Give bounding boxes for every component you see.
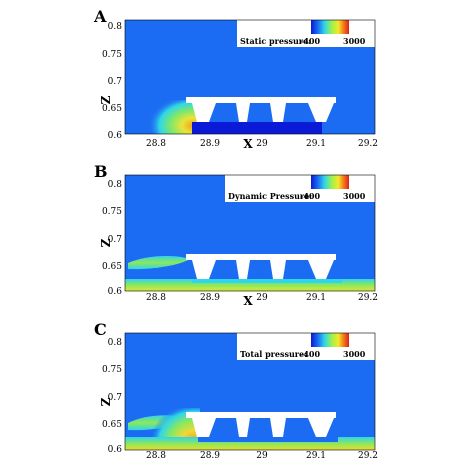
x-tick-label: 29 <box>256 451 268 460</box>
x-axis-label: X <box>243 137 253 151</box>
z-tick-label: 0.8 <box>108 338 123 348</box>
x-tick-label: 28.8 <box>146 139 166 149</box>
train-model <box>186 97 336 122</box>
legend-box <box>225 175 375 202</box>
colorbar <box>311 175 349 189</box>
z-tick-label: 0.75 <box>102 365 122 375</box>
legend-min-label: -400 <box>300 349 320 359</box>
x-tick-label: 29 <box>256 293 268 303</box>
colorbar <box>311 333 349 347</box>
panel-a: A Static pressure: -400 3000 0.8 0.75 0.… <box>93 7 378 151</box>
legend-max-label: 3000 <box>343 191 366 201</box>
z-tick-label: 0.65 <box>102 104 122 114</box>
x-tick-label: 28.9 <box>200 451 220 460</box>
underbody-low-pressure <box>192 122 322 134</box>
legend-title: Total pressure: <box>240 349 307 359</box>
z-axis-label: Z <box>99 95 113 104</box>
z-tick-label: 0.7 <box>108 393 123 403</box>
legend-title: Dynamic Pressure: <box>228 191 312 201</box>
x-tick-label: 29.2 <box>358 139 378 149</box>
legend-max-label: 3000 <box>343 36 366 46</box>
x-tick-label: 28.9 <box>200 293 220 303</box>
plot-frame <box>124 174 376 292</box>
x-tick-label: 29.1 <box>306 139 326 149</box>
panel-c: C Total pressure: -400 3000 0.8 0.75 0.7… <box>94 320 378 460</box>
train-model <box>186 254 336 279</box>
underbody-flow-upper <box>198 437 338 442</box>
jet-lobe <box>128 255 190 270</box>
x-tick-label: 29.1 <box>306 293 326 303</box>
x-tick-label: 28.9 <box>200 139 220 149</box>
x-tick-label: 28.8 <box>146 451 166 460</box>
x-tick-label: 29.1 <box>306 451 326 460</box>
legend-box <box>237 20 375 47</box>
plot-frame <box>124 19 376 135</box>
x-tick-label: 29.2 <box>358 451 378 460</box>
panel-letter: A <box>93 7 107 26</box>
legend-min-label: -400 <box>300 191 320 201</box>
z-axis-label: Z <box>99 238 113 247</box>
z-tick-label: 0.75 <box>102 50 122 60</box>
colorbar <box>311 20 349 34</box>
x-tick-label: 29 <box>256 139 268 149</box>
z-tick-label: 0.7 <box>108 77 123 87</box>
legend-max-label: 3000 <box>343 349 366 359</box>
z-tick-label: 0.65 <box>102 262 122 272</box>
stagnation-region <box>148 100 198 134</box>
panel-b: B Dynamic Pressure: -400 3000 0.8 0.75 0… <box>94 162 378 308</box>
z-tick-label: 0.65 <box>102 420 122 430</box>
z-tick-label: 0.75 <box>102 207 122 217</box>
z-tick-label: 0.7 <box>108 235 123 245</box>
legend-box <box>237 333 375 360</box>
legend-title: Static pressure: <box>240 36 311 46</box>
legend-min-label: -400 <box>300 36 320 46</box>
plot-frame <box>124 332 376 451</box>
z-axis-label: Z <box>99 397 113 406</box>
z-tick-label: 0.8 <box>108 22 123 32</box>
panel-letter: C <box>94 320 107 339</box>
z-tick-label: 0.6 <box>108 287 123 297</box>
x-tick-label: 29.2 <box>358 293 378 303</box>
z-tick-label: 0.8 <box>108 180 123 190</box>
x-tick-label: 28.8 <box>146 293 166 303</box>
train-model <box>186 412 336 437</box>
underbody-flow-upper <box>192 279 342 283</box>
x-axis-label: X <box>243 294 253 308</box>
z-tick-label: 0.6 <box>108 131 123 141</box>
panel-letter: B <box>94 162 108 181</box>
z-tick-label: 0.6 <box>108 445 123 455</box>
